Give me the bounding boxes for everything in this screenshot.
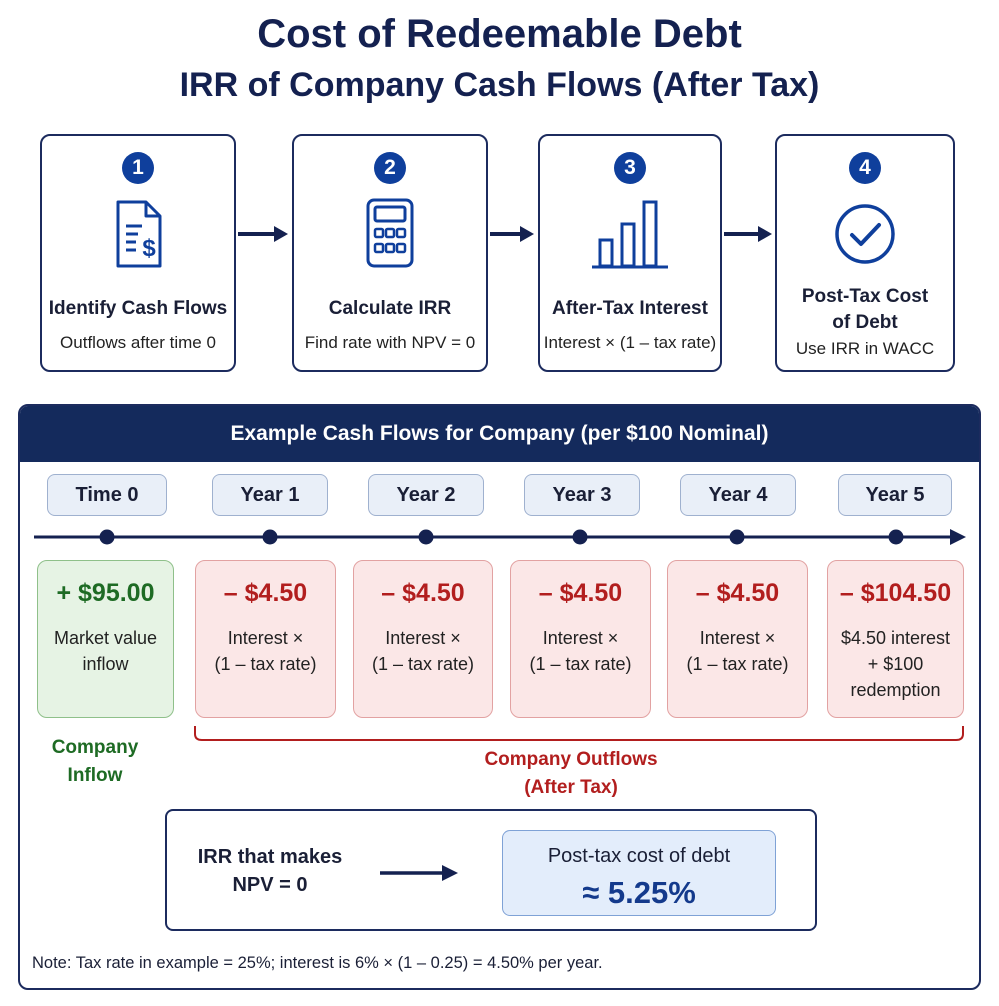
arrow-right-icon [724, 226, 772, 242]
bar-chart-icon [592, 200, 668, 269]
main-title: Cost of Redeemable Debt [257, 12, 742, 56]
calculator-icon [366, 198, 414, 268]
step-identify-cash-flows: 1 $ Identify Cash Flows Outflows after t… [40, 134, 236, 372]
subtitle: IRR of Company Cash Flows (After Tax) [179, 66, 820, 104]
result-label: Post-tax cost of debt [547, 845, 731, 867]
cash-flow-box-year-5: – $104.50 $4.50 interest + $100 redempti… [827, 560, 964, 718]
cash-flow-box-year-1: – $4.50 Interest × (1 – tax rate) [195, 560, 336, 718]
step-number-badge: 2 [374, 152, 406, 184]
arrow-right-icon [238, 226, 288, 242]
timeline-dot [99, 529, 115, 545]
step-heading: Post-Tax Cost [801, 286, 929, 307]
step-number-badge: 1 [122, 152, 154, 184]
result-value: ≈ 5.25% [582, 875, 696, 910]
arrow-right-icon [490, 226, 534, 242]
timeline-dot [262, 529, 278, 545]
step-subtext: Interest × (1 – tax rate) [543, 333, 717, 352]
period-label: Year 5 [838, 474, 952, 516]
period-label: Time 0 [47, 474, 167, 516]
cash-flow-amount: – $104.50 [839, 579, 952, 607]
cash-flow-amount: – $4.50 [538, 579, 623, 607]
cash-flow-box-year-3: – $4.50 Interest × (1 – tax rate) [510, 560, 651, 718]
cash-flow-description: Interest × (1 – tax rate) [214, 628, 317, 674]
irr-explanation: IRR that makes NPV = 0 [197, 846, 343, 896]
footnote: Note: Tax rate in example = 25%; interes… [32, 954, 603, 972]
step-subtext: Use IRR in WACC [795, 339, 935, 358]
step-calculate-irr: 2 Calculate IRR Find rate with NPV = 0 [292, 134, 488, 372]
timeline [34, 529, 966, 545]
cash-flow-amount: – $4.50 [223, 579, 308, 607]
period-label: Year 4 [680, 474, 796, 516]
period-label: Year 2 [368, 474, 484, 516]
cash-flow-description: Interest × (1 – tax rate) [371, 628, 475, 674]
cash-flow-box-time-0: + $95.00 Market value inflow [37, 560, 174, 718]
outflow-bracket [194, 726, 964, 741]
period-label: Year 1 [212, 474, 328, 516]
company-outflows-label: Company Outflows (After Tax) [484, 749, 658, 798]
cash-flow-box-year-2: – $4.50 Interest × (1 – tax rate) [353, 560, 493, 718]
step-after-tax-interest: 3 After-Tax Interest Interest × (1 – tax… [538, 134, 722, 372]
post-tax-cost-result: Post-tax cost of debt ≈ 5.25% [502, 830, 776, 916]
step-post-tax-cost: 4 Post-Tax Cost of Debt Use IRR in WACC [775, 134, 955, 372]
step-heading: After-Tax Interest [552, 298, 708, 319]
document-dollar-icon: $ [116, 200, 162, 268]
cash-flow-description: Market value inflow [53, 628, 158, 674]
period-label: Year 3 [524, 474, 640, 516]
svg-text:$: $ [142, 235, 156, 262]
step-subtext: Find rate with NPV = 0 [304, 333, 476, 352]
timeline-dot [418, 529, 434, 545]
cash-flow-description: Interest × (1 – tax rate) [686, 628, 789, 674]
timeline-dot [729, 529, 745, 545]
cash-flow-description: Interest × (1 – tax rate) [529, 628, 632, 674]
cash-flow-description: $4.50 interest + $100 redemption [840, 628, 951, 700]
panel-header: Example Cash Flows for Company (per $100… [20, 406, 979, 462]
step-subtext: Outflows after time 0 [60, 333, 216, 352]
timeline-dot [888, 529, 904, 545]
step-heading: Identify Cash Flows [48, 298, 228, 319]
company-inflow-label: Company Inflow [51, 737, 139, 786]
cash-flow-amount: – $4.50 [381, 579, 465, 607]
cash-flow-box-year-4: – $4.50 Interest × (1 – tax rate) [667, 560, 808, 718]
step-heading: of Debt [832, 312, 898, 333]
cash-flow-amount: + $95.00 [56, 579, 155, 607]
step-number-badge: 4 [849, 152, 881, 184]
timeline-dot [572, 529, 588, 545]
arrow-right-icon [380, 865, 458, 881]
check-circle-icon [835, 204, 895, 264]
step-heading: Calculate IRR [328, 298, 452, 319]
cash-flow-amount: – $4.50 [695, 579, 780, 607]
step-number-badge: 3 [614, 152, 646, 184]
